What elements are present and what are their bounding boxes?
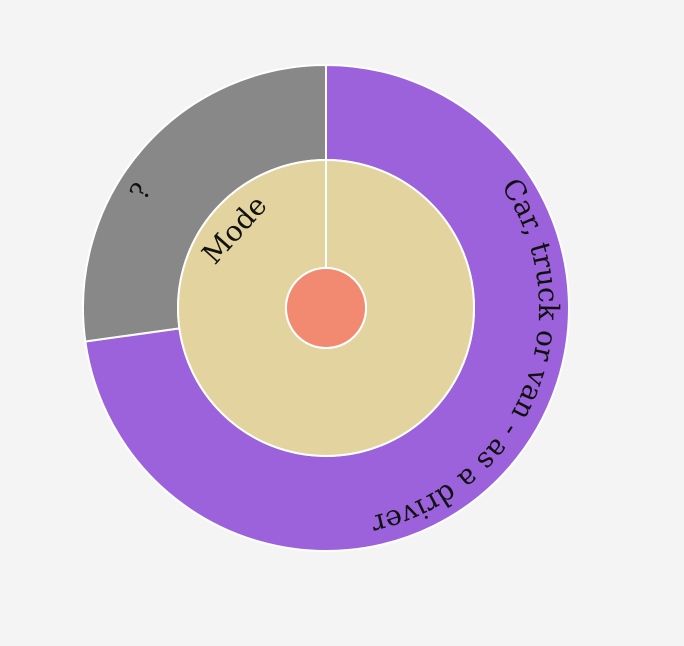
sunburst-segment-0-0[interactable] [286,268,366,348]
inner-ring [286,268,366,348]
